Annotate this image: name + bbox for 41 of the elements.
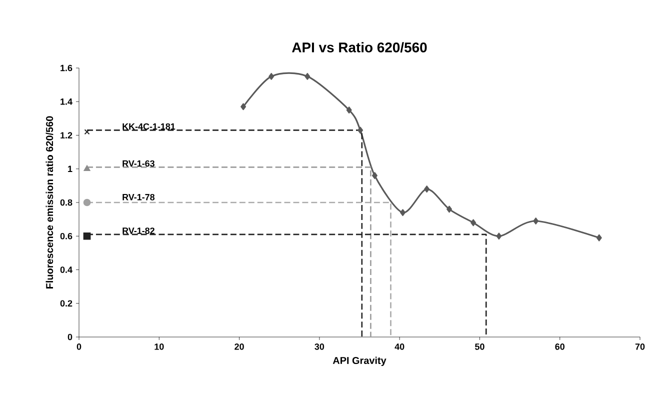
point bbox=[83, 198, 91, 206]
point bbox=[346, 106, 352, 114]
point bbox=[400, 209, 406, 216]
point bbox=[424, 186, 430, 193]
text: RV-1-82 bbox=[122, 228, 154, 234]
point bbox=[496, 232, 502, 240]
point bbox=[596, 234, 602, 242]
y-tick-label: 0 bbox=[68, 334, 72, 340]
x-tick-label: 60 bbox=[555, 344, 564, 350]
point bbox=[83, 232, 91, 240]
x-tick-label: 10 bbox=[154, 344, 164, 350]
x-tick-label: 50 bbox=[475, 344, 484, 350]
point bbox=[470, 219, 476, 226]
y-tick-label: 1.6 bbox=[60, 64, 72, 72]
point bbox=[372, 172, 378, 180]
text: RV-1-78 bbox=[122, 194, 155, 200]
y-tick-label: 0.2 bbox=[60, 300, 72, 307]
y-tick-label: 1.4 bbox=[60, 98, 72, 105]
y-tick-label: 1 bbox=[68, 166, 72, 172]
x-axis-title: API Gravity bbox=[332, 356, 386, 366]
y-tick-label: 0.4 bbox=[60, 266, 72, 273]
point bbox=[358, 126, 364, 134]
point bbox=[268, 72, 274, 80]
y-axis-title: Fluorescence emission ratio 620/560 bbox=[46, 116, 54, 288]
text: RV-1-63 bbox=[122, 160, 154, 167]
y-tick-label: 1.2 bbox=[60, 132, 72, 138]
point bbox=[304, 72, 310, 80]
x-tick-label: 0 bbox=[76, 344, 82, 350]
chart-title: API vs Ratio 620/560 bbox=[292, 42, 427, 53]
x-tick-label: 30 bbox=[314, 344, 324, 350]
point bbox=[84, 129, 90, 135]
y-tick-label: 0.8 bbox=[60, 199, 72, 206]
x-tick-label: 40 bbox=[394, 344, 404, 350]
text: KK-4C-1-181 bbox=[122, 123, 176, 130]
x-tick-label: 20 bbox=[234, 344, 244, 350]
x-tick-label: 70 bbox=[635, 344, 645, 350]
y-tick-label: 0.6 bbox=[60, 232, 72, 240]
point bbox=[84, 165, 90, 171]
point bbox=[533, 218, 539, 224]
point bbox=[240, 103, 246, 110]
point bbox=[446, 206, 452, 213]
